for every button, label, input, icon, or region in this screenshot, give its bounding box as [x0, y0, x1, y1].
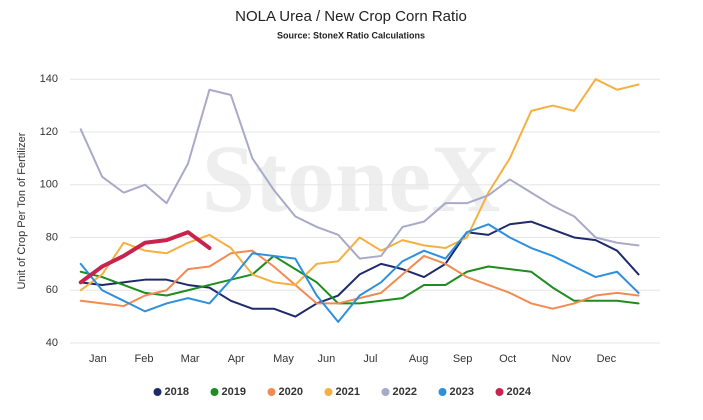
x-tick-label: Sep	[453, 353, 473, 365]
x-tick-label: Feb	[135, 353, 154, 365]
x-tick-label: Jul	[363, 353, 377, 365]
legend-label: 2019	[222, 386, 246, 398]
y-tick-label: 100	[40, 179, 58, 191]
series-line	[79, 220, 640, 318]
series-line	[79, 249, 640, 310]
legend-label: 2023	[450, 386, 474, 398]
legend-swatch	[495, 388, 504, 396]
series-line	[79, 88, 640, 260]
legend-label: 2020	[279, 386, 303, 398]
legend-label: 2024	[507, 386, 532, 398]
legend-label: 2022	[393, 386, 417, 398]
legend-swatch	[324, 388, 333, 396]
legend-label: 2018	[165, 386, 189, 398]
legend-swatch	[153, 388, 162, 396]
x-tick-label: Mar	[181, 353, 200, 365]
y-tick-label: 40	[46, 337, 58, 349]
x-tick-label: May	[273, 353, 294, 365]
y-axis-label: Unit of Crop Per Ton of Fertilizer	[16, 132, 28, 289]
chart-subtitle: Source: StoneX Ratio Calculations	[277, 30, 425, 40]
legend-swatch	[438, 388, 447, 396]
legend-swatch	[210, 388, 219, 396]
x-tick-label: Nov	[552, 353, 572, 365]
series-line	[79, 254, 640, 305]
series-line	[79, 78, 640, 292]
x-tick-label: Oct	[499, 353, 516, 365]
watermark: StoneX	[202, 125, 501, 232]
y-tick-label: 80	[46, 231, 58, 243]
legend-label: 2021	[336, 386, 360, 398]
x-tick-label: Dec	[597, 353, 617, 365]
chart-title: NOLA Urea / New Crop Corn Ratio	[235, 8, 467, 25]
legend-swatch	[267, 388, 276, 396]
x-tick-label: Apr	[228, 353, 245, 365]
series-line	[78, 230, 212, 285]
series-line	[79, 223, 640, 323]
y-tick-label: 120	[40, 126, 58, 138]
x-tick-label: Aug	[409, 353, 429, 365]
legend-swatch	[381, 388, 390, 396]
x-tick-label: Jan	[89, 353, 107, 365]
y-tick-label: 60	[46, 284, 58, 296]
y-tick-label: 140	[40, 73, 58, 85]
x-tick-label: Jun	[318, 353, 336, 365]
